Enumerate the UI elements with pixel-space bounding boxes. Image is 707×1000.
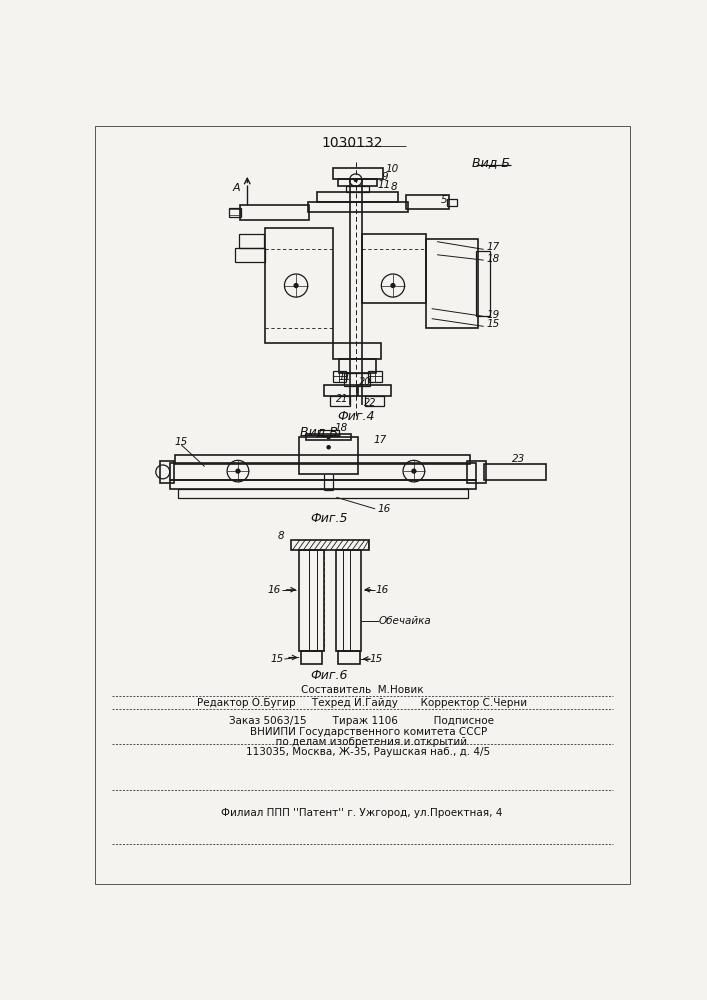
Bar <box>175 455 470 464</box>
Bar <box>362 234 426 303</box>
Circle shape <box>236 469 240 473</box>
Bar <box>448 199 457 206</box>
Text: Фиг.5: Фиг.5 <box>310 512 347 525</box>
Bar <box>338 179 378 186</box>
Text: Филиал ППП ''Патент'' г. Ужгород, ул.Проектная, 4: Филиал ППП ''Патент'' г. Ужгород, ул.Про… <box>221 808 503 818</box>
Bar <box>235 248 265 262</box>
Text: 9: 9 <box>381 172 388 182</box>
Text: 23: 23 <box>512 454 525 464</box>
Text: 5: 5 <box>441 195 448 205</box>
Bar <box>330 396 349 406</box>
Text: 18: 18 <box>335 423 348 433</box>
Bar <box>344 373 370 386</box>
Text: Обечайка: Обечайка <box>379 615 432 626</box>
Text: 113035, Москва, Ж-35, Раушская наб., д. 4/5: 113035, Москва, Ж-35, Раушская наб., д. … <box>233 747 491 757</box>
Bar <box>177 489 468 498</box>
Bar <box>324 385 356 396</box>
Bar <box>365 396 385 406</box>
Circle shape <box>327 436 330 439</box>
Text: Вид В: Вид В <box>300 425 339 438</box>
Text: 16: 16 <box>375 585 388 595</box>
Text: 15: 15 <box>486 319 500 329</box>
Bar <box>426 239 478 328</box>
Text: Фиг.4: Фиг.4 <box>337 410 375 423</box>
Text: Вид Б: Вид Б <box>472 156 510 169</box>
Bar <box>160 461 174 483</box>
Bar <box>240 205 309 220</box>
Bar <box>300 651 322 664</box>
Text: ВНИИПИ Государственного комитета СССР: ВНИИПИ Государственного комитета СССР <box>237 727 487 737</box>
Bar <box>332 371 346 382</box>
Text: 15: 15 <box>370 654 383 664</box>
Bar <box>230 208 241 217</box>
Bar <box>239 234 264 248</box>
Bar <box>346 186 369 192</box>
Bar <box>467 461 486 483</box>
Circle shape <box>327 446 330 449</box>
Circle shape <box>412 469 416 473</box>
Bar <box>170 463 476 480</box>
Circle shape <box>354 179 357 181</box>
Bar <box>338 651 360 664</box>
Text: 11: 11 <box>339 372 351 382</box>
Bar <box>306 434 351 440</box>
Text: 20: 20 <box>359 377 371 387</box>
Bar <box>368 371 382 382</box>
Bar <box>332 168 383 179</box>
Text: 17: 17 <box>373 435 387 445</box>
Text: 8: 8 <box>391 182 397 192</box>
Bar <box>406 195 449 209</box>
Bar <box>337 550 361 651</box>
Text: 8: 8 <box>277 531 284 541</box>
Text: 16: 16 <box>378 504 391 514</box>
Bar <box>339 359 376 373</box>
Text: 21: 21 <box>336 394 348 404</box>
Text: Заказ 5063/15        Тираж 1106           Подписное: Заказ 5063/15 Тираж 1106 Подписное <box>230 716 494 726</box>
Bar <box>317 430 339 436</box>
Text: 10: 10 <box>385 164 399 174</box>
Bar <box>344 550 351 651</box>
Bar <box>265 228 333 343</box>
Text: A: A <box>233 183 240 193</box>
Bar <box>299 550 324 651</box>
Bar <box>230 209 240 215</box>
Bar <box>170 480 476 489</box>
Bar <box>308 202 408 212</box>
Text: 18: 18 <box>486 254 500 264</box>
Text: 11: 11 <box>378 180 391 190</box>
Bar <box>291 540 369 550</box>
Text: Фиг.6: Фиг.6 <box>310 669 347 682</box>
Text: 1030132: 1030132 <box>321 136 382 150</box>
Text: Редактор О.Бугир     Техред И.Гайду       Корректор С.Черни: Редактор О.Бугир Техред И.Гайду Корректо… <box>197 698 527 708</box>
Text: 22: 22 <box>363 398 376 408</box>
Bar <box>476 251 490 316</box>
Bar <box>309 550 317 651</box>
Text: Составитель  М.Новик: Составитель М.Новик <box>300 685 423 695</box>
Circle shape <box>294 284 298 287</box>
Bar <box>299 437 358 474</box>
Text: 17: 17 <box>486 242 500 252</box>
Bar <box>358 385 391 396</box>
Circle shape <box>391 284 395 287</box>
Text: 15: 15 <box>175 437 188 447</box>
Text: 15: 15 <box>270 654 284 664</box>
Text: по делам изобретения и открытий: по делам изобретения и открытий <box>257 737 467 747</box>
Bar <box>484 464 546 480</box>
Bar <box>317 192 398 202</box>
Text: 19: 19 <box>486 310 500 320</box>
Bar <box>333 343 381 359</box>
Text: 16: 16 <box>267 585 281 595</box>
